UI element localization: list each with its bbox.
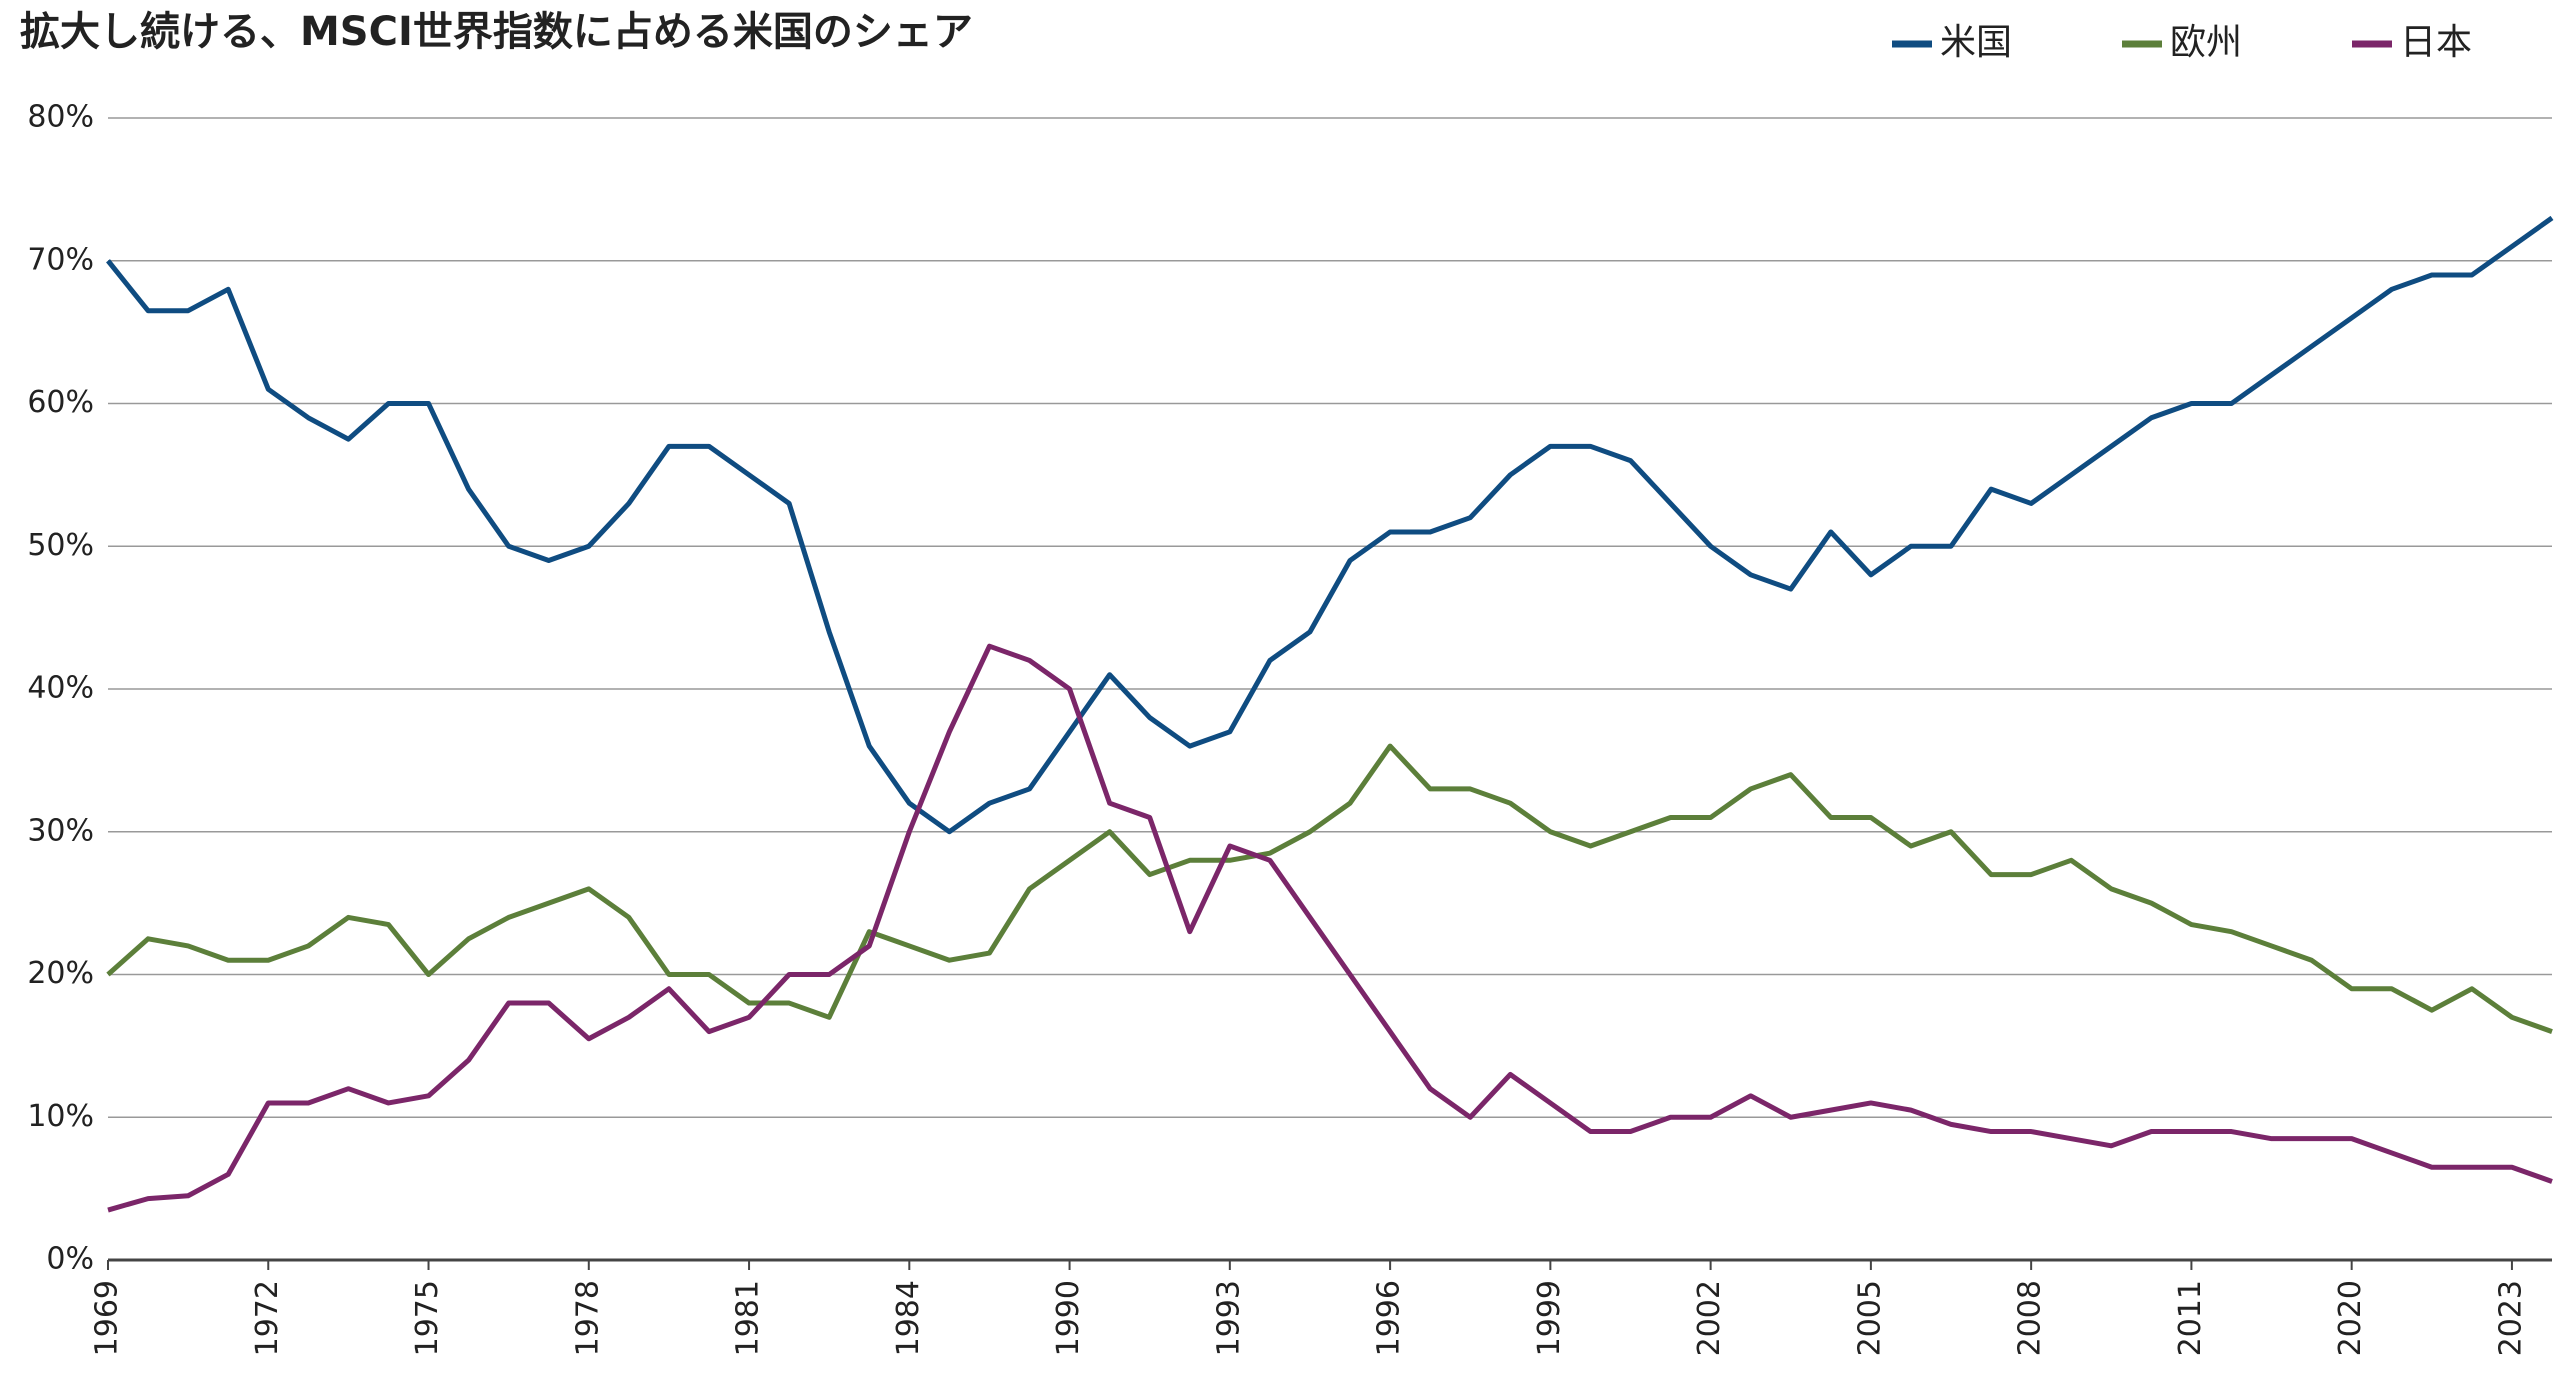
y-tick-label: 80% [27,100,94,135]
x-tick-label: 2005 [1852,1280,1887,1356]
y-tick-label: 50% [27,528,94,563]
chart-title: 拡大し続ける、MSCI世界指数に占める米国のシェア [20,9,973,55]
x-tick-label: 1978 [570,1280,605,1356]
x-tick-label: 1999 [1532,1280,1567,1356]
y-tick-label: 60% [27,385,94,420]
x-tick-label: 2020 [2333,1280,2368,1356]
series-line [106,743,2553,1034]
x-tick-label: 1981 [731,1280,766,1356]
legend-label: 欧州 [2170,22,2242,63]
y-tick-label: 20% [27,956,94,991]
x-tick-label: 1984 [891,1280,926,1356]
x-tick-label: 2002 [1692,1280,1727,1356]
x-tick-label: 2011 [2173,1280,2208,1356]
x-tick-label: 1969 [90,1280,125,1356]
series-line [107,643,2553,1213]
series-line [106,215,2554,835]
x-tick-label: 1975 [410,1280,445,1356]
legend-label: 米国 [1940,22,2012,63]
x-tick-label: 1996 [1372,1280,1407,1356]
x-tick-label: 1972 [250,1280,285,1356]
y-tick-label: 40% [27,671,94,706]
x-tick-label: 2008 [2013,1280,2048,1356]
y-tick-label: 10% [27,1099,94,1134]
x-tick-label: 2023 [2493,1280,2528,1356]
y-tick-label: 70% [27,242,94,277]
y-tick-label: 0% [46,1242,94,1277]
y-tick-label: 30% [27,813,94,848]
x-tick-label: 1993 [1211,1280,1246,1356]
legend-label: 日本 [2400,22,2472,63]
x-tick-label: 1990 [1051,1280,1086,1356]
